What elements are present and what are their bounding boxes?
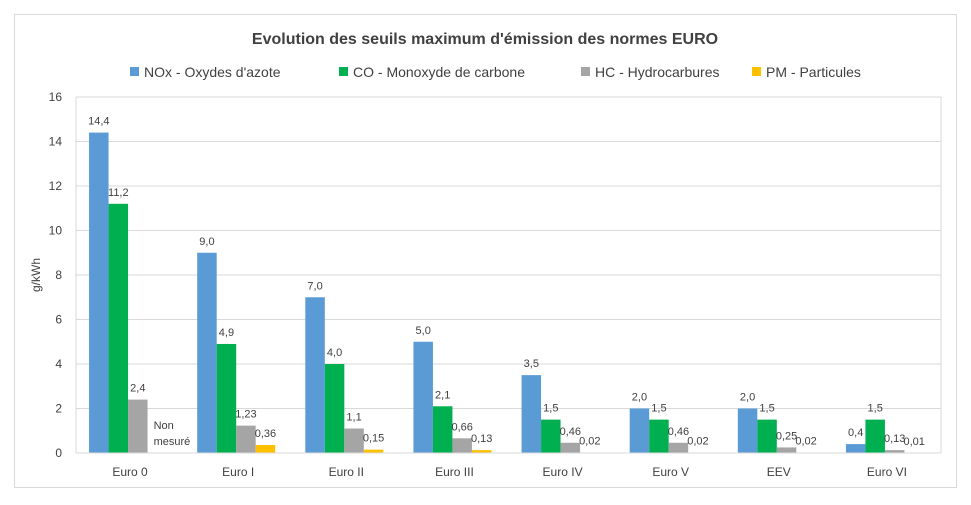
bar bbox=[413, 341, 433, 453]
y-axis: 0 2 4 6 8 10 12 14 16 bbox=[49, 90, 63, 460]
data-labels: 14,4 11,2 2,4 Non mesuré 9,0 4,9 1,23 0,36 7,0 4,0… bbox=[88, 116, 925, 448]
data-label: 0,02 bbox=[687, 436, 708, 448]
legend-swatch bbox=[752, 67, 761, 76]
data-label: 14,4 bbox=[88, 116, 109, 128]
bar bbox=[884, 450, 905, 453]
legend-label: PM - Particules bbox=[766, 64, 861, 80]
data-label: 0,13 bbox=[884, 433, 905, 445]
data-label: 11,2 bbox=[108, 187, 129, 199]
x-tick-label: Euro III bbox=[435, 465, 474, 479]
bar bbox=[737, 408, 758, 453]
data-label: 1,1 bbox=[346, 412, 361, 424]
bar bbox=[324, 364, 345, 453]
legend: NOx - Oxydes d'azote CO - Monoxyde de car… bbox=[130, 64, 861, 80]
data-label: 2,1 bbox=[435, 389, 450, 401]
data-label: 0,01 bbox=[903, 436, 924, 448]
data-label: 5,0 bbox=[416, 325, 431, 337]
data-label: 1,5 bbox=[759, 403, 774, 415]
data-label: 0,02 bbox=[795, 436, 816, 448]
legend-label: CO - Monoxyde de carbone bbox=[353, 64, 525, 80]
data-label: 0,46 bbox=[668, 426, 689, 438]
data-label: 2,0 bbox=[632, 392, 647, 404]
x-tick-label: Euro IV bbox=[543, 465, 583, 479]
bar bbox=[108, 203, 129, 453]
legend-label: NOx - Oxydes d'azote bbox=[144, 64, 281, 80]
x-tick-label: Euro I bbox=[222, 465, 254, 479]
legend-swatch bbox=[339, 67, 348, 76]
data-label: 1,5 bbox=[868, 403, 883, 415]
data-label: 0,36 bbox=[255, 428, 276, 440]
data-label: 0,46 bbox=[560, 426, 581, 438]
data-label: 0,25 bbox=[776, 430, 797, 442]
x-tick-label: Euro V bbox=[652, 465, 689, 479]
bar bbox=[560, 442, 581, 453]
legend-swatch bbox=[130, 67, 139, 76]
bar bbox=[845, 444, 866, 453]
legend-label: HC - Hydrocarbures bbox=[595, 64, 719, 80]
bar bbox=[471, 450, 492, 453]
data-label: 4,0 bbox=[327, 347, 342, 359]
y-tick-label: 16 bbox=[49, 90, 63, 104]
bar bbox=[216, 343, 237, 453]
y-tick-label: 2 bbox=[55, 402, 62, 416]
bar bbox=[865, 419, 885, 453]
bar bbox=[363, 449, 384, 453]
data-label: 9,0 bbox=[199, 236, 214, 248]
bar bbox=[649, 419, 669, 453]
y-tick-label: 12 bbox=[49, 179, 63, 193]
x-tick-label: Euro II bbox=[329, 465, 364, 479]
y-axis-label: g/kWh bbox=[29, 258, 43, 292]
data-label: 2,4 bbox=[130, 383, 145, 395]
bar bbox=[197, 252, 217, 453]
x-tick-label: Euro 0 bbox=[112, 465, 148, 479]
bar bbox=[89, 132, 109, 453]
x-tick-label: Euro VI bbox=[867, 465, 907, 479]
x-axis: Euro 0 Euro I Euro II Euro III Euro IV Euro V… bbox=[76, 452, 941, 479]
bars bbox=[89, 132, 924, 453]
bar bbox=[757, 419, 777, 453]
x-tick-label: EEV bbox=[767, 465, 791, 479]
y-tick-label: 10 bbox=[49, 224, 63, 238]
chart-title: Evolution des seuils maximum d'émission … bbox=[252, 31, 718, 48]
bar bbox=[305, 297, 325, 453]
data-label: 0,66 bbox=[451, 421, 472, 433]
y-tick-label: 14 bbox=[49, 135, 63, 149]
data-label: 1,5 bbox=[543, 403, 558, 415]
y-tick-label: 8 bbox=[55, 268, 62, 282]
legend-swatch bbox=[581, 67, 590, 76]
data-label: 1,5 bbox=[651, 403, 666, 415]
data-label: 7,0 bbox=[307, 280, 322, 292]
bar bbox=[668, 442, 689, 453]
bar bbox=[776, 447, 797, 453]
y-tick-label: 4 bbox=[55, 357, 62, 371]
bar bbox=[236, 425, 256, 453]
data-label: 0,13 bbox=[471, 433, 492, 445]
bar bbox=[255, 444, 276, 453]
bar bbox=[128, 399, 148, 453]
data-label: 2,0 bbox=[740, 392, 755, 404]
data-label: 1,23 bbox=[235, 409, 256, 421]
bar bbox=[432, 406, 453, 453]
bar bbox=[629, 408, 650, 453]
data-label: 0,15 bbox=[363, 433, 384, 445]
bar bbox=[344, 428, 364, 453]
bar bbox=[452, 438, 472, 453]
bar bbox=[541, 419, 561, 453]
data-label: 3,5 bbox=[524, 358, 539, 370]
data-label: Non mesuré bbox=[154, 420, 191, 448]
data-label: 0,4 bbox=[848, 427, 863, 439]
y-tick-label: 0 bbox=[55, 446, 62, 460]
bar bbox=[521, 375, 542, 453]
data-label: 4,9 bbox=[219, 327, 234, 339]
data-label: 0,02 bbox=[579, 436, 600, 448]
y-tick-label: 6 bbox=[55, 313, 62, 327]
